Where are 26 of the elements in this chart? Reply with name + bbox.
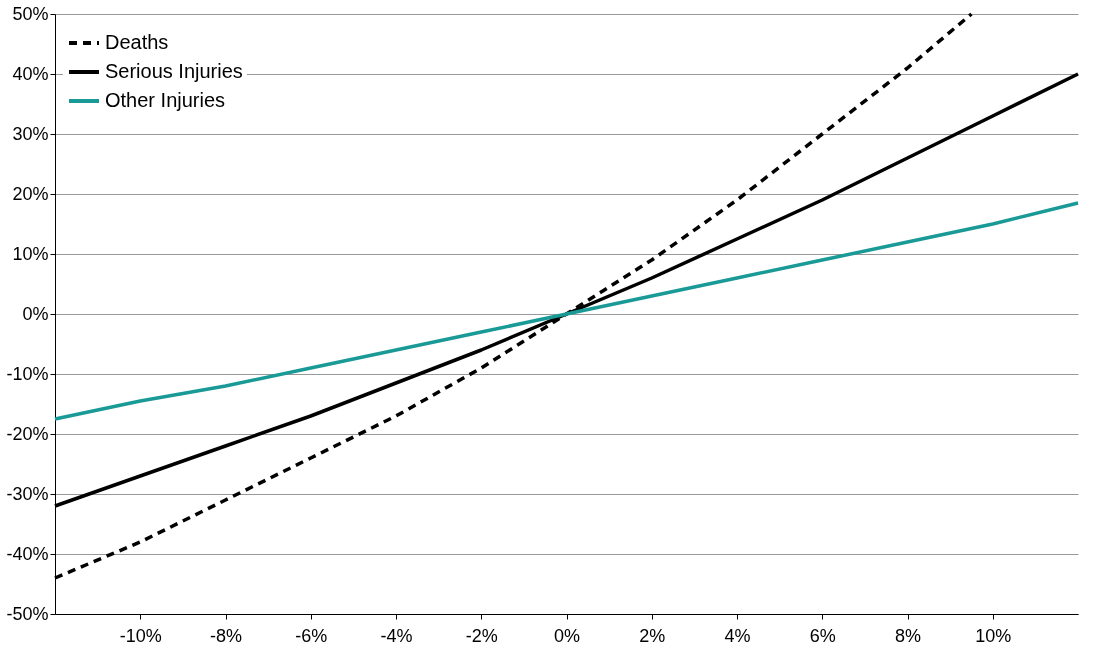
y-tick-label: 40% — [12, 63, 49, 84]
legend-label: Other Injuries — [105, 89, 226, 111]
y-tick-label: -10% — [6, 363, 49, 384]
x-tick-label: 2% — [639, 625, 666, 646]
y-tick-label: 10% — [12, 243, 49, 264]
x-tick-label: -8% — [209, 625, 243, 646]
x-tick-label: 6% — [809, 625, 836, 646]
x-tick-label: 4% — [724, 625, 751, 646]
legend-label: Serious Injuries — [105, 60, 243, 82]
x-tick-label: -4% — [380, 625, 413, 646]
y-tick-label: -40% — [6, 543, 49, 564]
y-tick-label: -20% — [6, 423, 49, 444]
line-series — [53, 201, 1080, 421]
y-tick-label: 30% — [12, 123, 49, 144]
x-tick-label: -10% — [119, 625, 162, 646]
y-tick-label: -50% — [6, 603, 49, 624]
x-tick-label: 8% — [894, 625, 922, 646]
legend-label: Deaths — [105, 31, 169, 53]
x-tick-label: -2% — [465, 625, 498, 646]
y-tick-label: 20% — [12, 183, 49, 204]
y-tick-label: 0% — [22, 303, 49, 324]
y-tick-label: -30% — [6, 483, 49, 504]
x-tick-label: 10% — [975, 625, 1012, 646]
x-tick-label: 0% — [553, 625, 581, 646]
y-tick-label: 50% — [12, 3, 49, 24]
x-tick-label: -6% — [295, 625, 328, 646]
